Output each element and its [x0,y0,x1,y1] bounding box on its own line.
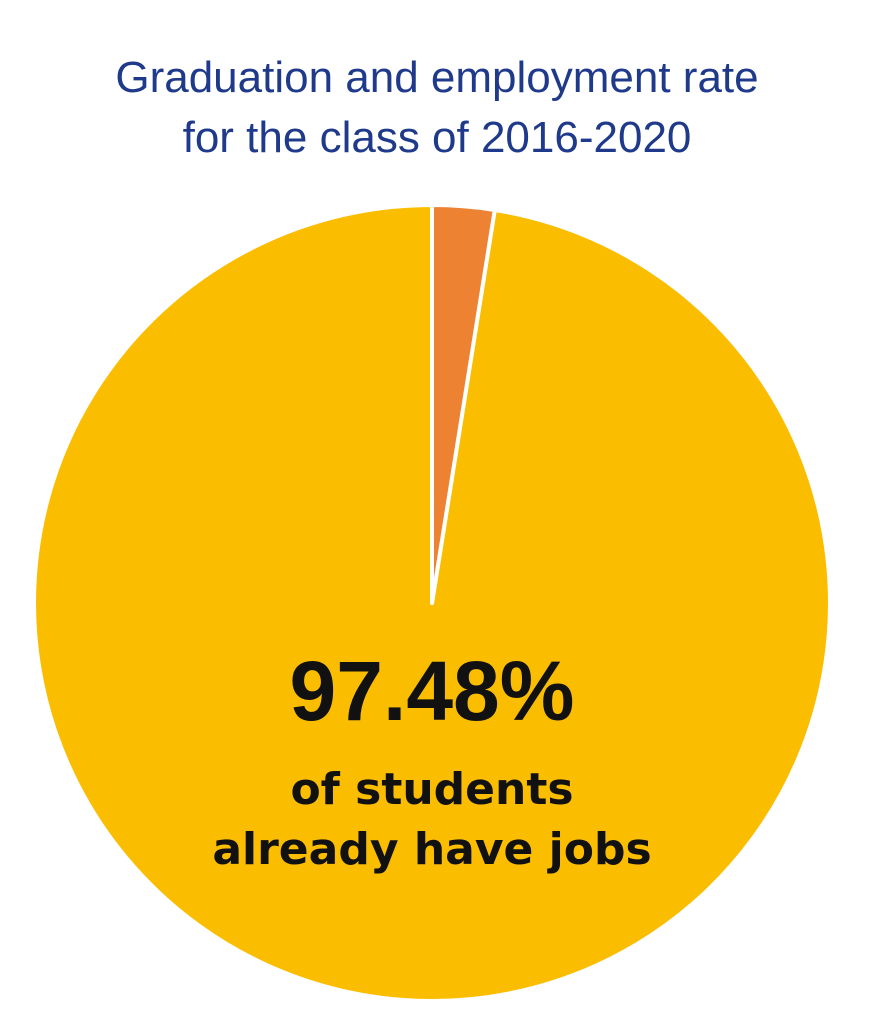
pie-slices [32,203,832,1003]
pie-slice-not-employed [430,203,497,605]
chart-title-line-2: for the class of 2016-2020 [182,113,692,162]
chart-title: Graduation and employment rate for the c… [0,48,874,168]
pie-annotation-line-2: already have jobs [212,824,651,875]
pie-annotation-line-1: of students [290,764,573,815]
chart-title-line-1: Graduation and employment rate [115,53,759,102]
pie-value-label: 97.48% [290,644,575,738]
